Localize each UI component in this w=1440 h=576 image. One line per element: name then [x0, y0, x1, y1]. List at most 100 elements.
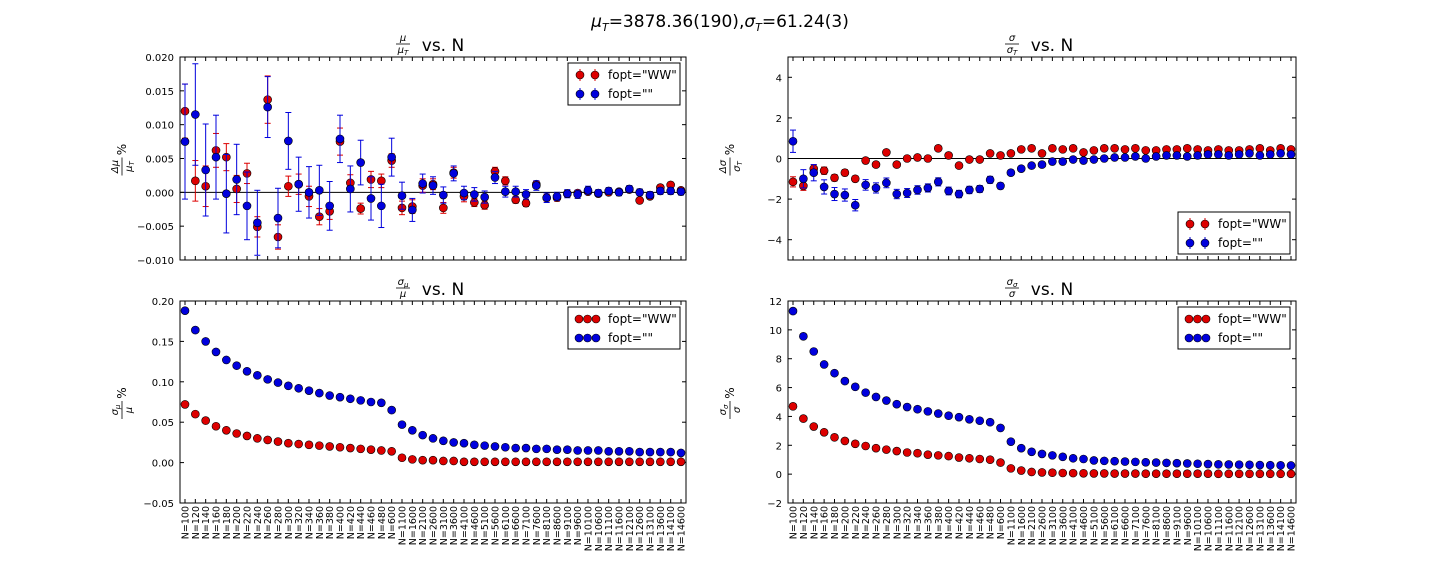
legend-marker: [575, 70, 585, 80]
data-point: [1193, 151, 1202, 160]
data-point: [552, 445, 562, 454]
data-point: [232, 429, 241, 438]
legend-marker: [1201, 314, 1211, 324]
data-point: [635, 188, 644, 197]
data-point: [1245, 460, 1254, 470]
data-point: [1048, 144, 1057, 153]
data-point: [1265, 150, 1275, 159]
data-point: [985, 417, 995, 427]
data-point: [882, 445, 891, 454]
x-tick-label: N=14600: [1287, 506, 1298, 551]
data-point: [470, 190, 479, 199]
data-point: [387, 152, 396, 162]
data-point: [1058, 468, 1068, 478]
data-point: [346, 443, 355, 453]
data-point: [1214, 469, 1223, 479]
data-point: [201, 416, 210, 425]
data-point: [1234, 469, 1244, 479]
data-point: [892, 160, 902, 169]
data-point: [273, 378, 283, 387]
data-point: [933, 177, 943, 187]
data-point: [819, 182, 829, 192]
x-tick-label: N=13600: [656, 506, 667, 551]
data-point: [459, 188, 469, 198]
y-axis-label: σσ σ%: [718, 387, 743, 419]
x-tick-label: N=7100: [522, 506, 533, 545]
data-point: [284, 381, 293, 391]
data-point: [666, 186, 675, 196]
data-point: [1110, 153, 1119, 162]
data-point: [1255, 151, 1265, 160]
data-point: [542, 457, 551, 467]
data-point: [985, 149, 995, 158]
x-tick-label: N=180: [222, 506, 233, 539]
data-point: [850, 200, 860, 210]
data-point: [1172, 469, 1182, 479]
data-point: [975, 155, 985, 164]
x-tick-label: N=6100: [501, 506, 512, 545]
y-axis-label: σμ μ%: [110, 387, 135, 419]
x-tick-label: N=9600: [573, 506, 584, 545]
data-point: [944, 151, 953, 160]
data-point: [325, 201, 334, 211]
y-tick-label: −4: [767, 236, 782, 247]
data-point: [1286, 469, 1296, 479]
data-point: [954, 189, 964, 199]
data-point: [923, 407, 933, 416]
data-point: [965, 415, 974, 424]
data-point: [542, 193, 551, 203]
figure-suptitle: μT=3878.36(190),σT=61.24(3): [590, 12, 849, 34]
data-point: [965, 453, 974, 463]
data-point: [1276, 149, 1285, 158]
data-point: [490, 457, 500, 467]
data-point: [470, 457, 479, 467]
y-tick-label: 10: [769, 326, 782, 337]
data-point: [325, 442, 334, 451]
data-point: [563, 189, 572, 198]
data-point: [521, 198, 531, 208]
data-point: [1110, 144, 1119, 153]
x-tick-label: N=600: [387, 506, 398, 539]
data-point: [201, 165, 210, 175]
legend-marker: [575, 89, 585, 99]
data-point: [490, 173, 500, 182]
x-tick-label: N=1600: [408, 506, 419, 545]
data-point: [1079, 454, 1088, 464]
data-point: [604, 186, 613, 196]
series-fopt-empty: [788, 129, 1296, 212]
x-tick-label: N=140: [809, 506, 820, 539]
data-point: [1255, 460, 1265, 470]
data-point: [1120, 153, 1130, 162]
data-point: [892, 446, 902, 456]
data-point: [635, 447, 644, 457]
y-tick-label: 0.010: [145, 121, 174, 132]
data-point: [882, 396, 891, 405]
data-point: [418, 430, 427, 440]
ylabel-unit: %: [115, 144, 129, 155]
data-point: [666, 447, 675, 457]
data-point: [656, 447, 665, 457]
data-point: [1058, 157, 1068, 166]
data-point: [892, 189, 902, 199]
data-point: [913, 153, 922, 162]
data-point: [1089, 155, 1099, 164]
x-tick-label: N=12600: [635, 506, 646, 551]
x-tick-label: N=8100: [542, 506, 553, 545]
data-point: [799, 332, 808, 341]
data-point: [294, 179, 303, 189]
x-tick-label: N=120: [799, 506, 810, 539]
y-axis-label: Δμ μT%: [110, 144, 136, 176]
data-point: [1037, 468, 1047, 477]
data-point: [1162, 151, 1171, 160]
data-point: [459, 457, 469, 467]
data-point: [222, 425, 231, 435]
data-point: [449, 438, 458, 447]
x-tick-label: N=12100: [625, 506, 636, 551]
data-point: [1224, 469, 1234, 479]
x-tick-label: N=2100: [418, 506, 429, 545]
data-point: [1172, 458, 1182, 468]
data-point: [480, 441, 489, 450]
data-point: [996, 423, 1005, 433]
data-point: [1151, 458, 1161, 467]
